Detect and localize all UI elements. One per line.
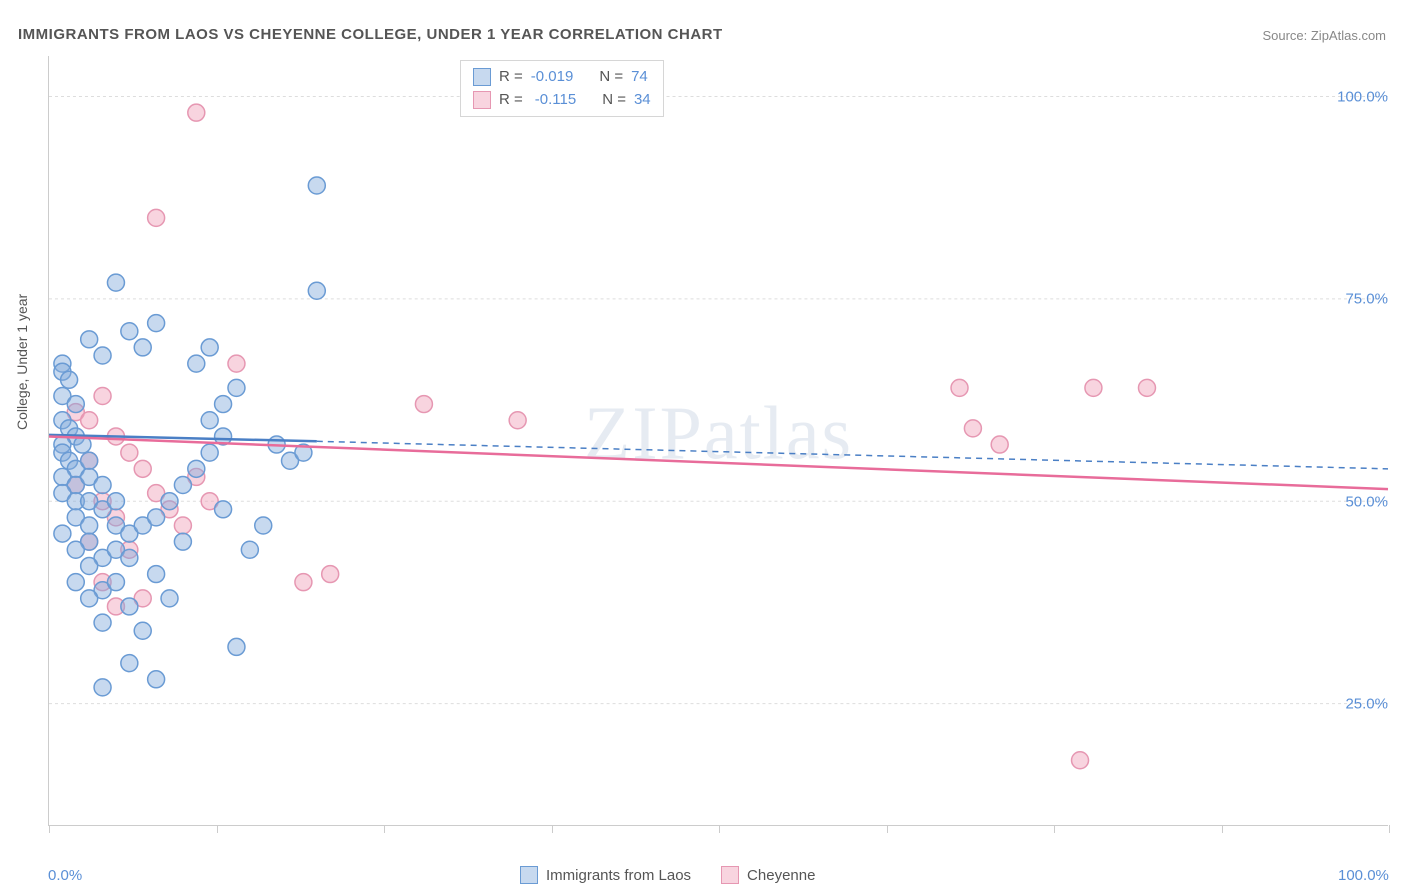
x-tick [1389,825,1390,833]
plot-area: ZIPatlas [48,56,1388,826]
x-tick [887,825,888,833]
n-value-2: 34 [634,89,651,112]
chart-title: IMMIGRANTS FROM LAOS VS CHEYENNE COLLEGE… [18,26,723,43]
r-label: R = [499,66,523,89]
x-tick [1054,825,1055,833]
x-tick-label: 100.0% [1338,867,1389,884]
r-value-1: -0.019 [531,66,574,89]
legend-row-1: R = -0.019 N = 74 [473,66,651,89]
x-tick [384,825,385,833]
n-value-1: 74 [631,66,648,89]
x-tick [719,825,720,833]
series1-label: Immigrants from Laos [546,867,691,884]
n-label: N = [599,66,623,89]
r-value-2: -0.115 [535,89,576,112]
y-tick-label: 25.0% [1345,696,1388,713]
source-label: Source: ZipAtlas.com [1262,28,1386,43]
n-label: N = [602,89,626,112]
legend-series: Immigrants from Laos Cheyenne [520,866,815,884]
x-tick [217,825,218,833]
x-tick [1222,825,1223,833]
series2-label: Cheyenne [747,867,815,884]
x-tick [49,825,50,833]
x-tick-label: 0.0% [48,867,82,884]
swatch-series2-b [721,866,739,884]
r-label: R = [499,89,523,112]
legend-correlation: R = -0.019 N = 74 R = -0.115 N = 34 [460,60,664,117]
y-tick-label: 75.0% [1345,291,1388,308]
legend-item-2: Cheyenne [721,866,815,884]
y-tick-label: 100.0% [1337,88,1388,105]
y-axis-label: College, Under 1 year [14,294,30,430]
y-tick-label: 50.0% [1345,493,1388,510]
x-tick [552,825,553,833]
swatch-series1 [473,68,491,86]
scatter-svg [49,56,1388,825]
swatch-series1-b [520,866,538,884]
legend-item-1: Immigrants from Laos [520,866,691,884]
legend-row-2: R = -0.115 N = 34 [473,89,651,112]
swatch-series2 [473,91,491,109]
